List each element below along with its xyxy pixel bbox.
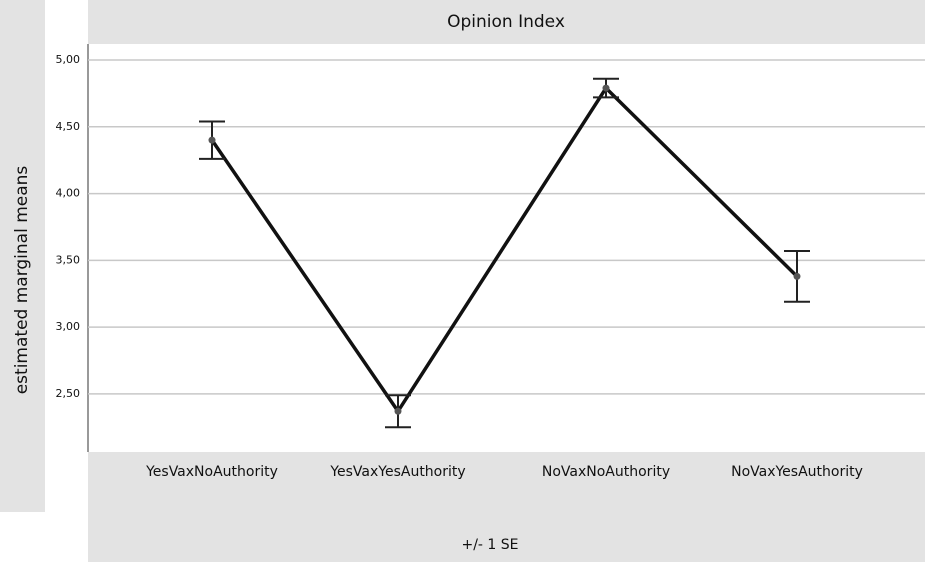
x-tick-label: YesVaxNoAuthority [145,464,278,480]
x-tick-label: NoVaxNoAuthority [542,464,670,480]
y-tick-label: 4,50 [56,120,81,133]
y-axis-label: estimated marginal means [12,166,32,395]
y-tick-label: 4,00 [56,187,81,200]
chart-title: Opinion Index [447,12,565,32]
x-tick-label: YesVaxYesAuthority [329,464,465,480]
x-label-band [88,452,925,562]
y-tick-label: 5,00 [56,53,81,66]
y-label-band [0,0,45,512]
line [210,85,799,415]
point [394,407,402,415]
y-tick-label: 3,50 [56,253,81,266]
title-band [88,0,925,44]
point [602,84,610,92]
x-axis-label: +/- 1 SE [461,537,518,553]
x-tick-label: NoVaxYesAuthority [731,464,863,480]
y-tick-label: 3,00 [56,320,81,333]
point [793,272,801,280]
y-tick-label: 2,50 [56,387,81,400]
point [208,136,216,144]
